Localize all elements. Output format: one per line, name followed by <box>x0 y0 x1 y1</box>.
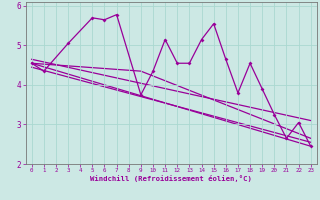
X-axis label: Windchill (Refroidissement éolien,°C): Windchill (Refroidissement éolien,°C) <box>90 175 252 182</box>
